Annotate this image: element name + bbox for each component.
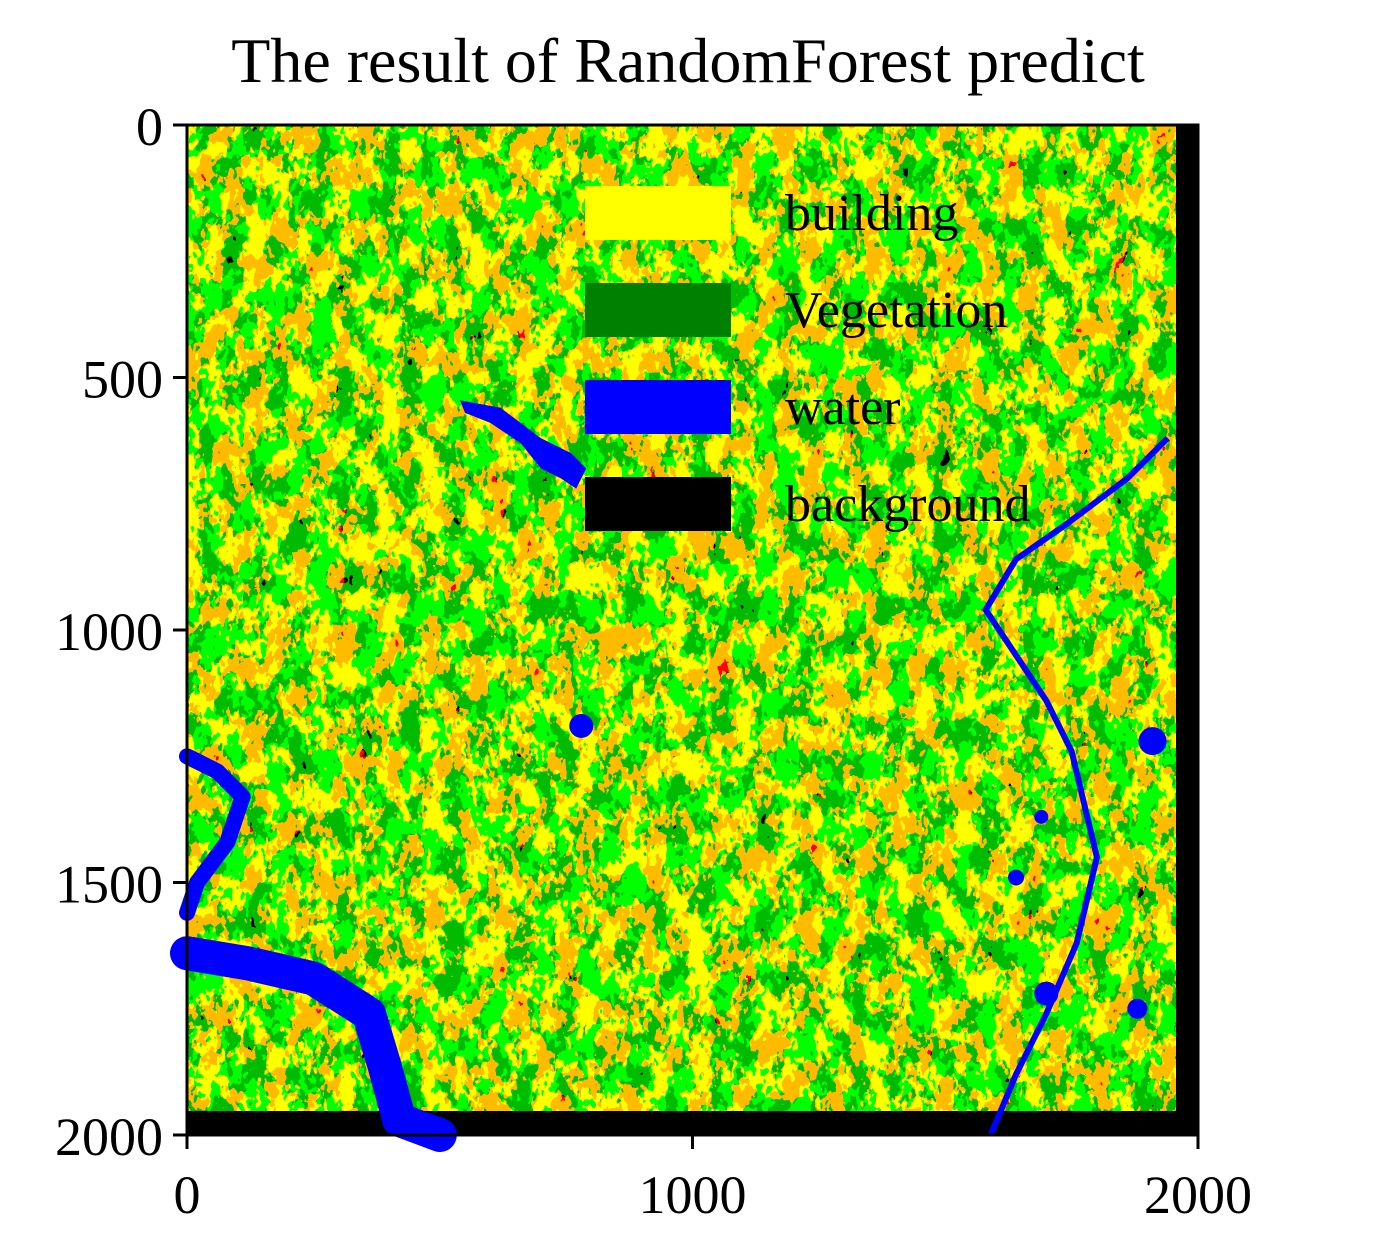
- water-river-bottom: [170, 936, 457, 1152]
- x-tick-label: 2000: [1144, 1165, 1252, 1225]
- legend: building Vegetation water background: [585, 185, 1030, 533]
- y-tick-label: 2000: [55, 1107, 163, 1167]
- legend-label: Vegetation: [785, 282, 1007, 339]
- x-tick-label: 1000: [639, 1165, 747, 1225]
- y-tick-label: 500: [82, 350, 163, 410]
- legend-swatch: [585, 283, 731, 337]
- legend-label: water: [785, 379, 900, 436]
- water-pond: [1138, 727, 1167, 756]
- chart-title: The result of RandomForest predict: [231, 25, 1145, 96]
- legend-swatch: [585, 380, 731, 434]
- land-cover-texture: [187, 125, 1176, 1111]
- water-river-left: [179, 748, 251, 921]
- water-pond: [1034, 809, 1049, 824]
- water-pond: [1127, 998, 1148, 1019]
- y-tick-label: 1500: [55, 855, 163, 915]
- water-stream-right: [982, 435, 1170, 1137]
- water-reservoir: [460, 400, 587, 489]
- water-pond: [1008, 869, 1025, 886]
- legend-label: background: [785, 476, 1030, 533]
- y-tick-label: 0: [136, 97, 163, 157]
- classification-image: [170, 125, 1198, 1152]
- legend-swatch: [585, 186, 731, 240]
- y-tick-label: 1000: [55, 602, 163, 662]
- legend-swatch: [585, 477, 731, 531]
- water-pond: [1034, 981, 1059, 1006]
- legend-label: building: [785, 185, 958, 242]
- x-tick-label: 0: [174, 1165, 201, 1225]
- water-pond: [569, 713, 594, 738]
